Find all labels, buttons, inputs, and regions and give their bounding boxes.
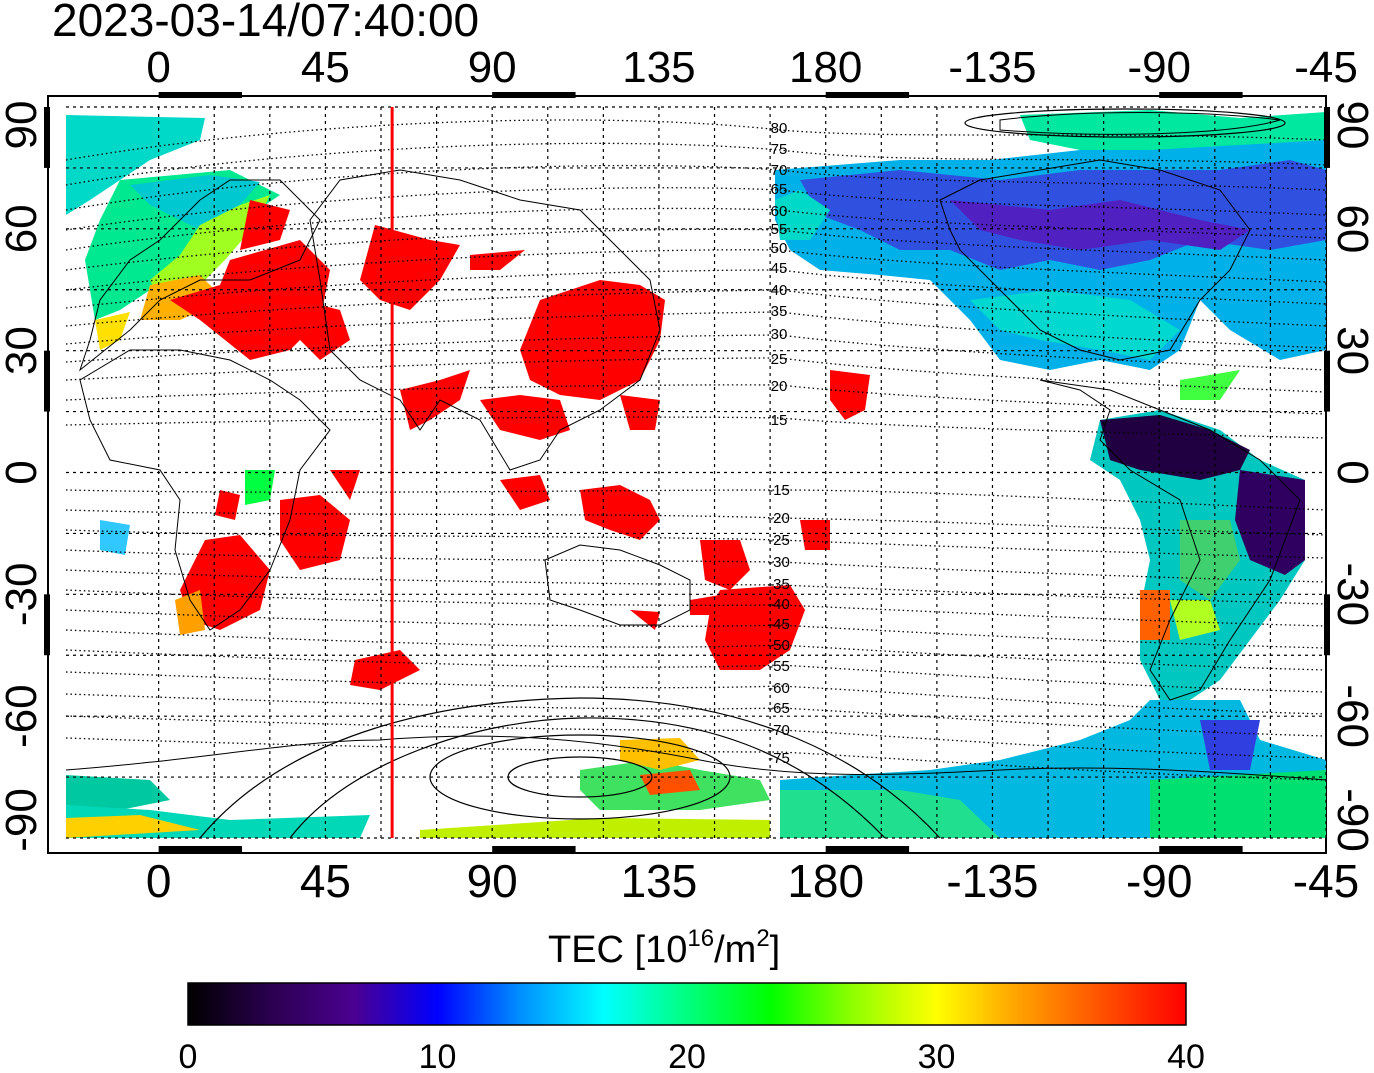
latitude-tick-label: -60 <box>0 684 46 748</box>
contour-label: 25 <box>771 351 788 368</box>
latitude-tick-label: 90 <box>1328 101 1374 150</box>
bottom-tick-bar <box>1159 846 1243 852</box>
longitude-tick-label: 0 <box>146 43 170 92</box>
contour-label: -15 <box>768 482 790 499</box>
colorbar-tick-label: 30 <box>918 1038 956 1073</box>
axis-tick-bars <box>44 92 1330 852</box>
bottom-tick-bar <box>825 846 910 852</box>
contour-label: -75 <box>768 750 790 767</box>
contour-label: -20 <box>768 510 790 527</box>
contour-label: -45 <box>768 616 790 633</box>
colorbar-label: TEC [1016/m2] <box>548 925 780 971</box>
contour-label: 30 <box>771 326 788 343</box>
contour-label: 15 <box>771 412 788 429</box>
contour-label: -40 <box>768 596 790 613</box>
left-latitude-axis: 90 60 30 0 -30 -60 -90 <box>0 101 46 852</box>
colorbar-tick-label: 0 <box>179 1038 198 1073</box>
longitude-tick-label: 135 <box>622 43 695 92</box>
right-tick-bar <box>1324 594 1330 656</box>
longitude-tick-label: 180 <box>789 43 862 92</box>
contour-label: 35 <box>771 303 788 320</box>
colorbar-tick-label: 40 <box>1167 1038 1205 1073</box>
latitude-tick-label: 30 <box>1328 326 1374 375</box>
contour-label: 80 <box>771 120 788 137</box>
latitude-tick-label: 0 <box>0 460 46 484</box>
longitude-tick-label: -90 <box>1127 43 1191 92</box>
longitude-tick-label: 45 <box>301 43 350 92</box>
longitude-tick-label: 180 <box>787 855 864 907</box>
longitude-tick-label: -135 <box>948 43 1036 92</box>
latitude-tick-label: 30 <box>0 326 46 375</box>
top-longitude-axis: 0 45 90 135 180 -135 -90 -45 <box>146 43 1357 92</box>
tec-region-north-america <box>775 110 1326 400</box>
left-tick-bar <box>44 350 50 412</box>
latitude-tick-label: 60 <box>1328 204 1374 253</box>
bottom-longitude-axis: 0 45 90 135 180 -135 -90 -45 <box>146 855 1359 907</box>
longitude-tick-label: 90 <box>467 855 518 907</box>
left-tick-bar <box>44 594 50 656</box>
contour-label: 50 <box>771 240 788 257</box>
tec-region-south-africa-warm <box>100 470 275 635</box>
timestamp-title: 2023-03-14/07:40:00 <box>52 0 479 46</box>
tec-region-south-america <box>780 410 1326 838</box>
right-latitude-axis: 90 60 30 0 -30 -60 -90 <box>1328 101 1374 852</box>
magnetic-latitude-contours <box>65 119 1326 781</box>
magnetic-pole-contours <box>199 108 1286 839</box>
contour-label: -25 <box>768 532 790 549</box>
contour-label: 75 <box>771 141 788 158</box>
contour-label: 65 <box>771 181 788 198</box>
contour-label: -60 <box>768 680 790 697</box>
longitude-tick-label: 0 <box>146 855 172 907</box>
latitude-tick-label: -60 <box>1328 684 1374 748</box>
contour-label: -30 <box>768 554 790 571</box>
longitude-tick-label: 45 <box>300 855 351 907</box>
latitude-tick-label: 0 <box>1328 460 1374 484</box>
colorbar <box>187 982 1187 1026</box>
longitude-tick-label: -45 <box>1294 43 1358 92</box>
contour-label: -70 <box>768 722 790 739</box>
contour-label: 40 <box>771 282 788 299</box>
coastlines <box>65 112 1326 781</box>
contour-label: -55 <box>768 658 790 675</box>
contour-label: -50 <box>768 637 790 654</box>
contour-label: 60 <box>771 203 788 220</box>
longitude-tick-label: -45 <box>1293 855 1359 907</box>
tec-region-europe <box>66 115 280 350</box>
colorbar-tick-label: 10 <box>419 1038 457 1073</box>
longitude-tick-label: 90 <box>468 43 517 92</box>
longitude-tick-label: -90 <box>1126 855 1192 907</box>
top-tick-bar <box>492 92 576 98</box>
tec-region-eastern-hemisphere <box>170 200 870 690</box>
latitude-tick-label: -30 <box>0 563 46 627</box>
bottom-tick-bar <box>158 846 243 852</box>
latitude-tick-label: 60 <box>0 204 46 253</box>
contour-label: -65 <box>768 700 790 717</box>
tec-data-layer <box>66 110 1326 838</box>
bottom-tick-bar <box>492 846 576 852</box>
colorbar-tick-group: 0 10 20 30 40 <box>179 1038 1205 1073</box>
longitude-tick-label: 135 <box>621 855 698 907</box>
latitude-tick-label: -30 <box>1328 563 1374 627</box>
contour-label: 20 <box>771 378 788 395</box>
latitude-tick-label: -90 <box>1328 788 1374 852</box>
right-tick-bar <box>1324 350 1330 412</box>
contour-label: 55 <box>771 221 788 238</box>
right-tick-bar <box>1324 107 1330 168</box>
top-tick-bar <box>825 92 910 98</box>
left-tick-bar <box>44 107 50 168</box>
longitude-tick-label: -135 <box>946 855 1038 907</box>
contour-label: 70 <box>771 162 788 179</box>
contour-label: -35 <box>768 576 790 593</box>
latitude-tick-label: 90 <box>0 101 46 150</box>
colorbar-tick-label: 20 <box>668 1038 706 1073</box>
latitude-tick-label: -90 <box>0 788 46 852</box>
contour-label: 45 <box>771 260 788 277</box>
top-tick-bar <box>1159 92 1243 98</box>
top-tick-bar <box>158 92 243 98</box>
